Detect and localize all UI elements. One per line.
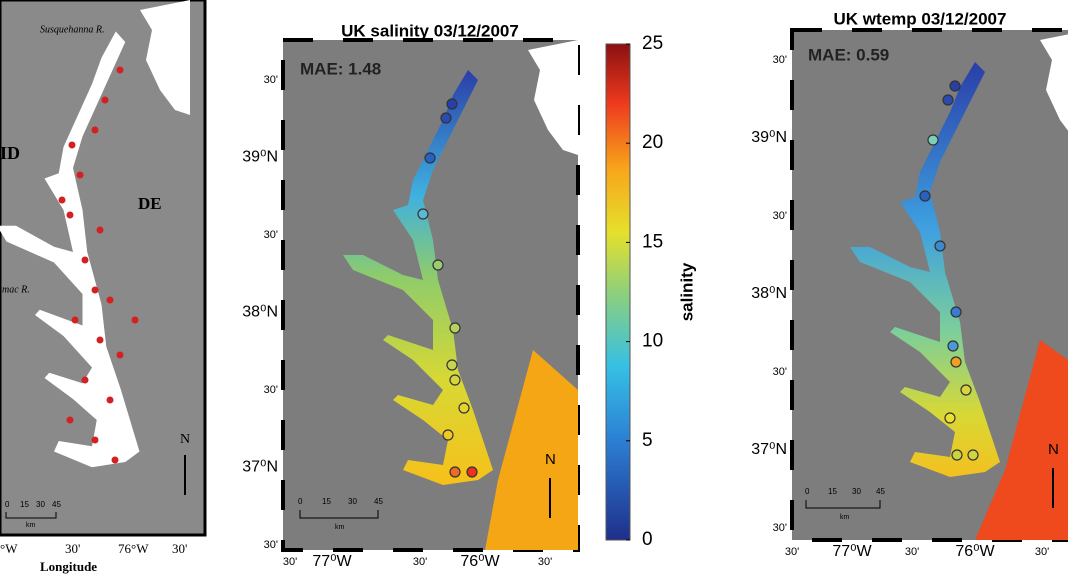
lon-label: 77⁰W <box>312 553 352 570</box>
lon-label: 30' <box>283 556 297 568</box>
lon-label: 76⁰W <box>460 553 500 570</box>
lon-label: 30' <box>413 556 427 568</box>
wtemp-map: UK wtemp 03/12/2007 MAE: 0.59 N 0 15 30 … <box>751 9 1068 560</box>
lon-label: 30' <box>1035 546 1049 558</box>
scale-label: 0 <box>5 500 10 509</box>
colorbar-tick-label: 15 <box>642 231 663 252</box>
lon-label: 30' <box>172 541 187 556</box>
lon-label: 30' <box>538 556 552 568</box>
salinity-map: UK salinity 03/12/2007 MAE: 1.48 N 0 15 … <box>242 21 580 570</box>
lon-label: °W <box>0 541 18 556</box>
mae-label: MAE: 0.59 <box>808 45 889 64</box>
lon-label: 30' <box>785 546 799 558</box>
scale-label: 15 <box>828 487 837 496</box>
axis-label: Longitude <box>40 559 97 574</box>
lat-label: 30' <box>264 384 278 396</box>
scale-line <box>299 510 379 519</box>
map-title: UK wtemp 03/12/2007 <box>834 9 1007 28</box>
scale-unit: km <box>26 522 36 529</box>
north-label: N <box>1048 441 1059 458</box>
scale-label: 30 <box>852 487 861 496</box>
colorbar-label: salinity <box>677 262 696 321</box>
scale-bar: 0 15 30 45 km <box>298 497 383 531</box>
colorbar-tick-label: 0 <box>642 529 653 550</box>
lat-label: 39⁰N <box>242 149 278 166</box>
state-label: ID <box>0 143 20 163</box>
lat-label: 39⁰N <box>751 129 787 146</box>
stations <box>417 98 478 478</box>
scale-label: 15 <box>20 500 29 509</box>
scale-bar: 0 15 30 45 km <box>805 487 885 521</box>
scale-bar: 0 15 30 45 km <box>5 500 61 529</box>
lat-label: 30' <box>773 522 787 534</box>
scale-label: 0 <box>298 497 303 506</box>
north-label: N <box>545 451 556 468</box>
scale-label: 45 <box>52 500 61 509</box>
lat-label: 30' <box>773 54 787 66</box>
lat-label: 30' <box>773 366 787 378</box>
colorbar-tick-label: 10 <box>642 331 663 352</box>
lon-label: 76⁰W <box>955 543 995 560</box>
scale-label: 30 <box>348 497 357 506</box>
lon-label: 30' <box>905 546 919 558</box>
scale-label: 15 <box>322 497 331 506</box>
lon-label: 76°W <box>118 541 149 556</box>
colorbar-tick-label: 25 <box>642 33 663 54</box>
colorbar-scale <box>605 43 631 541</box>
lon-labels: 30' 77⁰W 30' 76⁰W 30' <box>283 553 552 570</box>
stations <box>919 80 979 461</box>
state-label: DE <box>138 194 162 213</box>
scale-label: 45 <box>876 487 885 496</box>
river-label: mac R. <box>2 284 30 295</box>
scale-line <box>805 500 881 509</box>
lat-label: 30' <box>264 229 278 241</box>
north-label: N <box>180 432 190 447</box>
scale-label: 30 <box>36 500 45 509</box>
lat-label: 37⁰N <box>751 441 787 458</box>
river-label: Susquehanna R. <box>40 24 104 35</box>
scale-unit: km <box>840 514 850 521</box>
lon-labels: 30' 77⁰W 30' 76⁰W 30' <box>785 543 1049 560</box>
colorbar-tick-label: 5 <box>642 430 653 451</box>
lon-label: 30' <box>65 541 80 556</box>
colorbar: salinity 0 5 10 15 20 25 <box>605 33 696 550</box>
ocean <box>975 340 1068 540</box>
lat-label: 38⁰N <box>751 285 787 302</box>
scale-line <box>5 512 57 519</box>
lat-label: 38⁰N <box>242 304 278 321</box>
map-title: UK salinity 03/12/2007 <box>341 21 519 40</box>
lat-labels: 30' 39⁰N 30' 38⁰N 30' 37⁰N 30' <box>751 54 787 534</box>
scale-label: 45 <box>374 497 383 506</box>
lat-labels: 30' 39⁰N 30' 38⁰N 30' 37⁰N 30' <box>242 74 278 551</box>
station-map: Susquehanna R. ID DE mac R. N 0 15 30 45… <box>0 0 207 574</box>
mae-label: MAE: 1.48 <box>300 59 381 78</box>
lon-label: 77⁰W <box>832 543 872 560</box>
lat-label: 30' <box>773 210 787 222</box>
scale-label: 0 <box>805 487 810 496</box>
lat-label: 30' <box>264 539 278 551</box>
stations <box>58 66 139 464</box>
colorbar-tick-label: 20 <box>642 132 663 153</box>
ocean <box>485 350 578 550</box>
lat-label: 30' <box>264 74 278 86</box>
lat-label: 37⁰N <box>242 459 278 476</box>
scale-unit: km <box>335 524 345 531</box>
